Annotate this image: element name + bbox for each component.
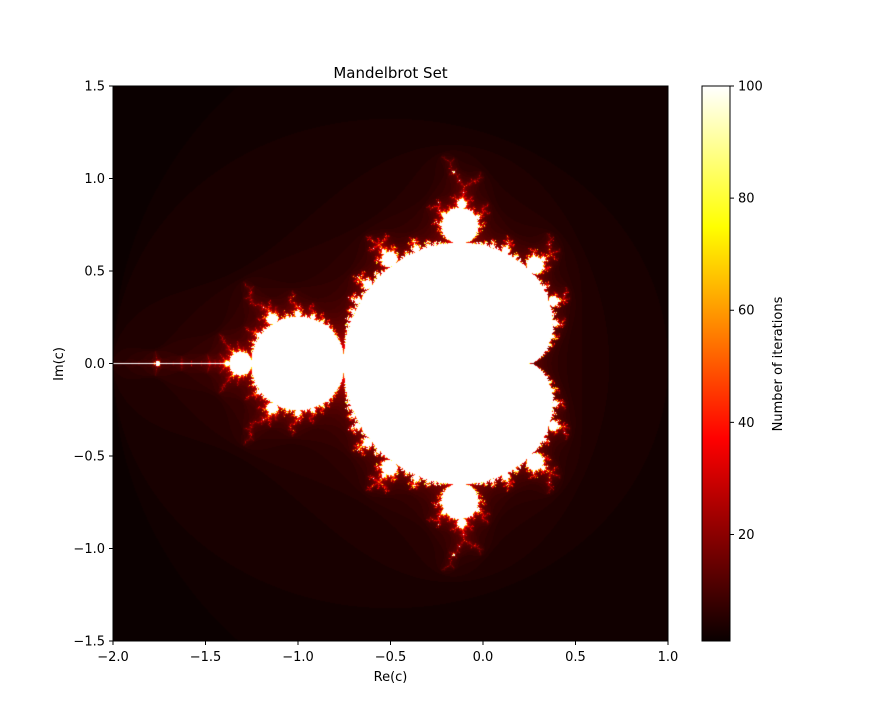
y-tick-label: 0.0: [84, 357, 105, 372]
colorbar-label: Number of iterations: [771, 296, 786, 431]
y-axis-ticks: −1.5 −1.0 −0.5 0.0 0.5 1.0 1.5: [73, 80, 113, 650]
y-tick-label: −1.5: [73, 635, 105, 650]
x-axis-ticks: −2.0 −1.5 −1.0 −0.5 0.0 0.5 1.0: [97, 641, 678, 665]
colorbar-gradient: [702, 86, 730, 641]
y-tick-label: 0.5: [84, 265, 105, 280]
colorbar-frame: [701, 85, 731, 642]
x-tick-label: −0.5: [375, 650, 407, 665]
colorbar-tick-label: 80: [738, 192, 755, 207]
y-tick-label: −1.0: [73, 542, 105, 557]
y-tick-label: 1.5: [84, 80, 105, 95]
x-tick-label: −2.0: [97, 650, 129, 665]
chart-title: Mandelbrot Set: [333, 64, 447, 82]
colorbar-ticks: 20 40 60 80 100: [730, 80, 763, 543]
x-tick-label: −1.5: [190, 650, 222, 665]
mandelbrot-heatmap: [113, 86, 668, 641]
x-axis-label: Re(c): [374, 670, 408, 685]
colorbar-tick-label: 20: [738, 528, 755, 543]
plot-frame: [112, 85, 669, 642]
colorbar-tick-label: 60: [738, 304, 755, 319]
y-tick-label: −0.5: [73, 450, 105, 465]
y-tick-label: 1.0: [84, 172, 105, 187]
y-axis-label: Im(c): [52, 347, 67, 381]
x-tick-label: 0.5: [565, 650, 586, 665]
colorbar-tick-label: 100: [738, 80, 763, 95]
x-tick-label: 1.0: [658, 650, 679, 665]
x-tick-label: −1.0: [282, 650, 314, 665]
colorbar: 20 40 60 80 100 Number of iterations: [701, 80, 786, 642]
colorbar-tick-label: 40: [738, 416, 755, 431]
x-tick-label: 0.0: [473, 650, 494, 665]
